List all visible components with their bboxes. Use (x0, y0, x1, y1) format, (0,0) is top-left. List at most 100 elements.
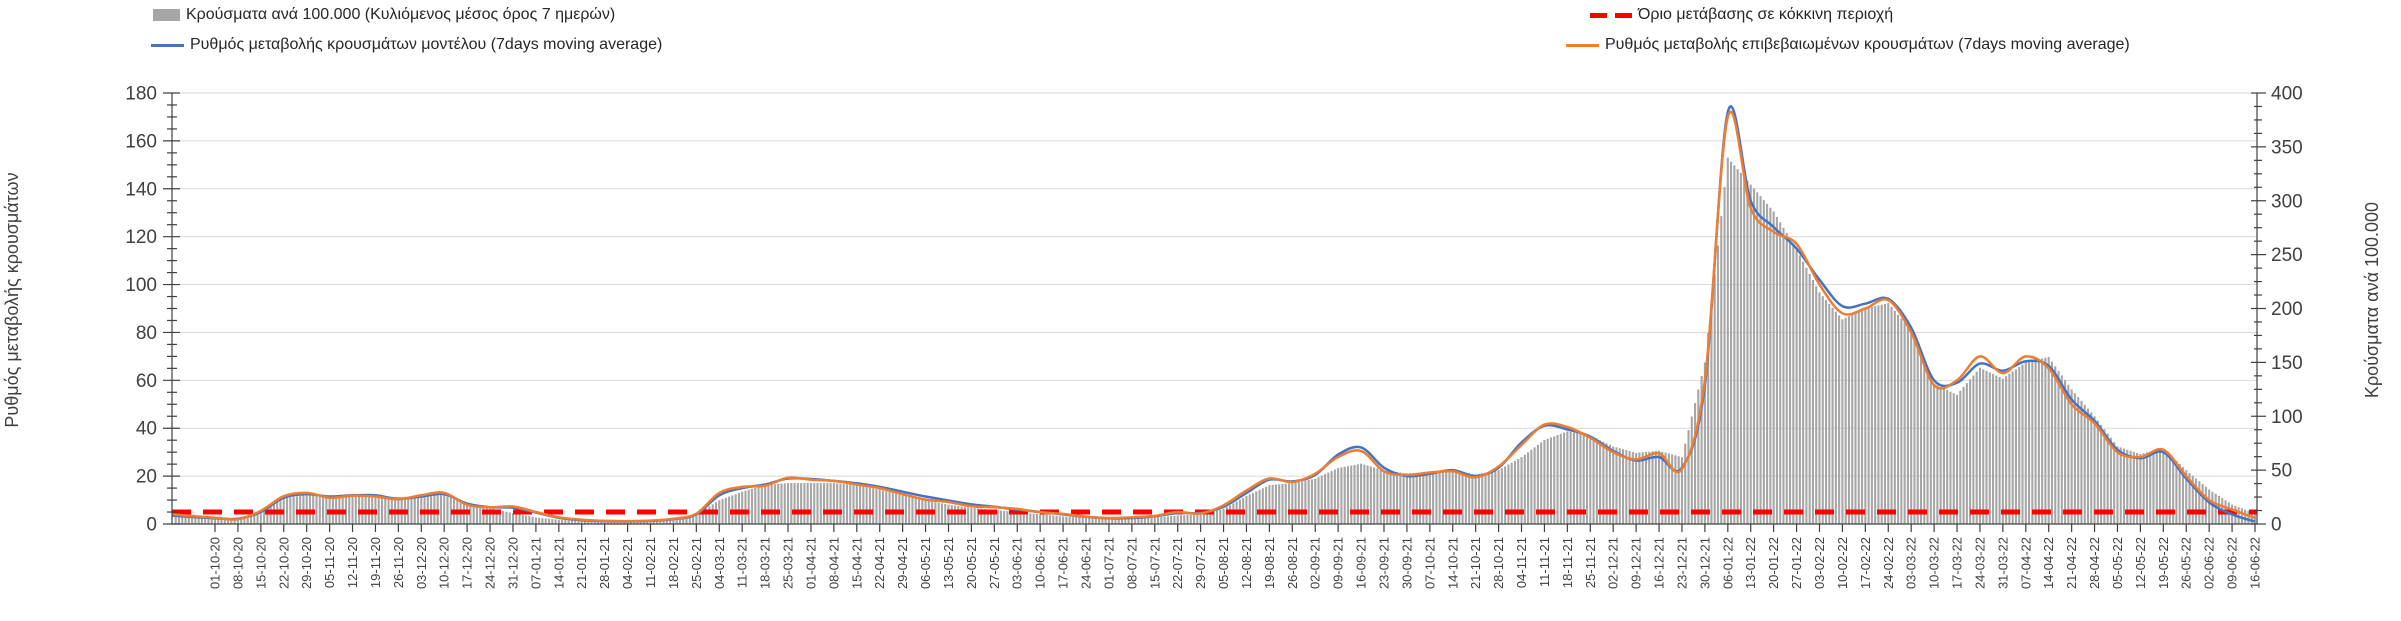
svg-text:24-12-20: 24-12-20 (483, 537, 498, 589)
svg-text:16-06-22: 16-06-22 (2248, 537, 2263, 589)
threshold-dash-swatch (1590, 12, 1632, 18)
svg-text:15-10-20: 15-10-20 (253, 537, 268, 589)
svg-text:08-10-20: 08-10-20 (230, 537, 245, 589)
svg-text:30-12-21: 30-12-21 (1697, 537, 1712, 589)
svg-text:180: 180 (125, 84, 157, 105)
svg-text:20-05-21: 20-05-21 (964, 537, 979, 589)
svg-text:05-11-20: 05-11-20 (322, 537, 337, 588)
bar-series-swatch (153, 9, 180, 21)
svg-text:200: 200 (2271, 299, 2303, 320)
svg-text:28-01-21: 28-01-21 (597, 537, 612, 589)
svg-text:04-03-21: 04-03-21 (712, 537, 727, 589)
svg-text:06-05-21: 06-05-21 (918, 537, 933, 589)
svg-text:30-09-21: 30-09-21 (1399, 537, 1414, 589)
svg-text:20: 20 (136, 467, 157, 488)
svg-text:22-10-20: 22-10-20 (276, 537, 291, 589)
svg-text:29-04-21: 29-04-21 (895, 537, 910, 589)
svg-text:06-01-22: 06-01-22 (1720, 537, 1735, 589)
svg-text:26-05-22: 26-05-22 (2179, 537, 2194, 589)
svg-text:16-12-21: 16-12-21 (1652, 537, 1667, 589)
svg-text:400: 400 (2271, 84, 2303, 105)
legend-item-red-zone-threshold: Όριο μετάβασης σε κόκκινη περιοχή (1590, 6, 1893, 24)
svg-text:24-03-22: 24-03-22 (1972, 537, 1987, 589)
svg-text:23-09-21: 23-09-21 (1377, 537, 1392, 589)
svg-text:16-09-21: 16-09-21 (1354, 537, 1369, 589)
svg-text:11-03-21: 11-03-21 (735, 537, 750, 588)
svg-text:09-12-21: 09-12-21 (1629, 537, 1644, 589)
svg-text:26-11-20: 26-11-20 (391, 537, 406, 588)
svg-text:19-08-21: 19-08-21 (1262, 537, 1277, 589)
svg-text:25-02-21: 25-02-21 (689, 537, 704, 589)
y-left-tick-labels: 0 20 40 60 80 100 120 140 160 180 (125, 84, 157, 536)
svg-text:19-11-20: 19-11-20 (368, 537, 383, 588)
svg-text:09-06-22: 09-06-22 (2225, 537, 2240, 589)
svg-text:300: 300 (2271, 191, 2303, 212)
svg-text:40: 40 (136, 419, 157, 440)
svg-text:25-11-21: 25-11-21 (1583, 537, 1598, 588)
svg-text:120: 120 (125, 227, 157, 248)
svg-text:01-04-21: 01-04-21 (804, 537, 819, 589)
model-line-swatch (151, 43, 184, 47)
legend-label-confirmed-rate: Ρυθμός μεταβολής επιβεβαιωμένων κρουσμάτ… (1605, 36, 2130, 53)
svg-text:21-04-22: 21-04-22 (2064, 537, 2079, 589)
axes (163, 92, 2266, 532)
svg-text:09-09-21: 09-09-21 (1331, 537, 1346, 589)
svg-text:20-01-22: 20-01-22 (1766, 537, 1781, 589)
svg-text:10-06-21: 10-06-21 (1033, 537, 1048, 589)
model-line (171, 105, 2256, 523)
svg-text:02-09-21: 02-09-21 (1308, 537, 1323, 589)
svg-text:18-03-21: 18-03-21 (758, 537, 773, 589)
svg-text:17-06-21: 17-06-21 (1056, 537, 1071, 589)
svg-text:17-03-22: 17-03-22 (1950, 537, 1965, 589)
svg-text:02-06-22: 02-06-22 (2202, 537, 2217, 589)
svg-text:60: 60 (136, 371, 157, 392)
svg-text:07-01-21: 07-01-21 (528, 537, 543, 589)
svg-text:100: 100 (2271, 407, 2303, 428)
svg-text:14-10-21: 14-10-21 (1445, 537, 1460, 589)
svg-text:22-04-21: 22-04-21 (872, 537, 887, 589)
svg-text:12-05-22: 12-05-22 (2133, 537, 2148, 589)
bars-series (174, 157, 2257, 525)
svg-text:28-04-22: 28-04-22 (2087, 537, 2102, 589)
svg-text:03-02-22: 03-02-22 (1812, 537, 1827, 589)
svg-text:04-11-21: 04-11-21 (1514, 537, 1529, 588)
svg-text:12-11-20: 12-11-20 (345, 537, 360, 588)
legend-item-cases-per-100k: Κρούσματα ανά 100.000 (Κυλιόμενος μέσος … (153, 6, 615, 24)
svg-text:0: 0 (146, 515, 157, 536)
svg-text:11-11-21: 11-11-21 (1537, 537, 1552, 587)
svg-text:18-02-21: 18-02-21 (666, 537, 681, 589)
svg-text:05-05-22: 05-05-22 (2110, 537, 2125, 589)
legend-item-model-rate: Ρυθμός μεταβολής κρουσμάτων μοντέλου (7d… (151, 36, 662, 54)
svg-text:18-11-21: 18-11-21 (1560, 537, 1575, 588)
svg-text:05-08-21: 05-08-21 (1216, 537, 1231, 589)
x-tick-labels: 01-10-20 08-10-20 15-10-20 22-10-20 29-10-20… (208, 537, 2263, 589)
svg-text:01-07-21: 01-07-21 (1101, 537, 1116, 589)
gridlines (172, 92, 2257, 477)
svg-text:24-06-21: 24-06-21 (1079, 537, 1094, 589)
svg-text:03-03-22: 03-03-22 (1904, 537, 1919, 589)
svg-text:29-10-20: 29-10-20 (299, 537, 314, 589)
svg-text:07-10-21: 07-10-21 (1422, 537, 1437, 589)
svg-text:26-08-21: 26-08-21 (1285, 537, 1300, 589)
svg-text:27-01-22: 27-01-22 (1789, 537, 1804, 589)
svg-text:14-01-21: 14-01-21 (551, 537, 566, 589)
svg-text:29-07-21: 29-07-21 (1193, 537, 1208, 589)
svg-text:350: 350 (2271, 137, 2303, 158)
svg-text:19-05-22: 19-05-22 (2156, 537, 2171, 589)
svg-text:15-04-21: 15-04-21 (849, 537, 864, 589)
svg-text:07-04-22: 07-04-22 (2018, 537, 2033, 589)
svg-text:15-07-21: 15-07-21 (1147, 537, 1162, 589)
svg-text:31-03-22: 31-03-22 (1995, 537, 2010, 589)
y-right-tick-labels: 0 50 100 150 200 250 300 350 400 (2271, 84, 2303, 536)
legend-item-confirmed-rate: Ρυθμός μεταβολής επιβεβαιωμένων κρουσμάτ… (1566, 36, 2130, 54)
svg-text:17-12-20: 17-12-20 (460, 537, 475, 589)
svg-text:03-12-20: 03-12-20 (414, 537, 429, 589)
svg-text:04-02-21: 04-02-21 (620, 537, 635, 589)
svg-text:13-01-22: 13-01-22 (1743, 537, 1758, 589)
svg-text:21-01-21: 21-01-21 (574, 537, 589, 589)
svg-text:24-02-22: 24-02-22 (1881, 537, 1896, 589)
svg-text:11-02-21: 11-02-21 (643, 537, 658, 588)
svg-text:13-05-21: 13-05-21 (941, 537, 956, 589)
svg-text:21-10-21: 21-10-21 (1468, 537, 1483, 589)
svg-text:17-02-22: 17-02-22 (1858, 537, 1873, 589)
